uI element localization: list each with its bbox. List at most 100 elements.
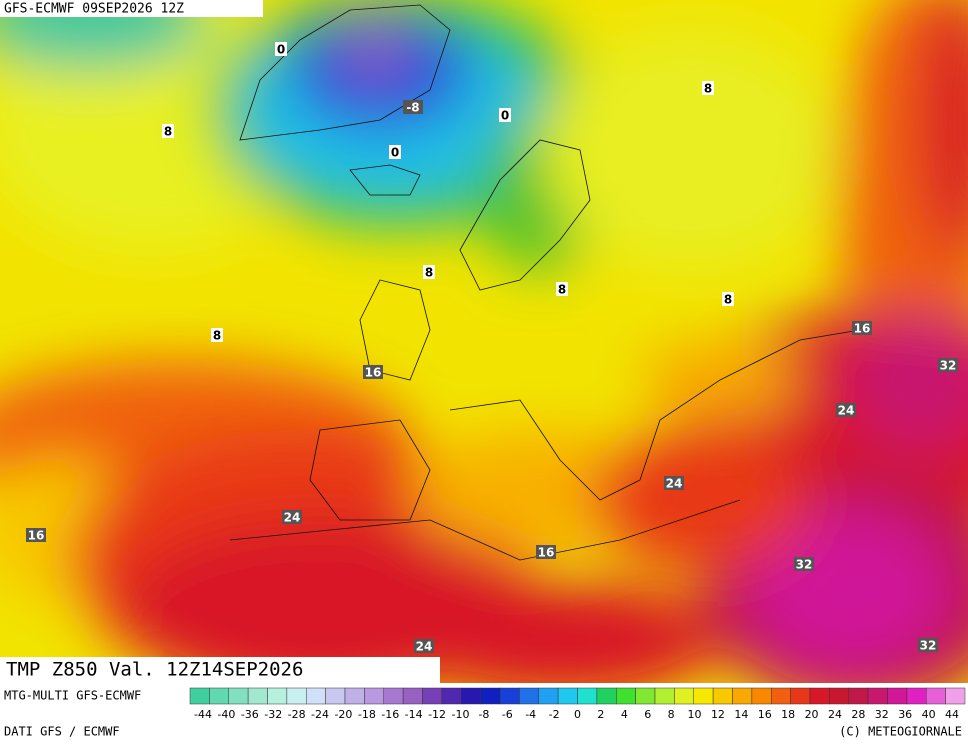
- header-box: [0, 0, 263, 17]
- legend-tick-label: 14: [734, 708, 748, 721]
- legend-tick-label: -6: [502, 708, 513, 721]
- contour-label-box: [363, 365, 383, 379]
- product-box: [0, 657, 440, 683]
- legend-swatch: [422, 687, 443, 705]
- legend-swatch: [674, 687, 694, 705]
- legend-swatch: [945, 687, 966, 705]
- legend-swatch: [441, 687, 462, 705]
- contour-label: 8: [704, 82, 712, 96]
- legend-tick-label: 16: [758, 708, 772, 721]
- footer-left: DATI GFS / ECMWF: [4, 725, 120, 739]
- legend-tick-label: -12: [428, 708, 446, 721]
- contour-label: 8: [558, 283, 566, 297]
- legend-tick-label: 2: [597, 708, 604, 721]
- contour-label: 0: [391, 146, 399, 160]
- contour-label: 16: [538, 546, 555, 560]
- legend-swatch: [809, 687, 830, 705]
- contour-label-box: [499, 108, 511, 122]
- legend-tick-label: 8: [668, 708, 675, 721]
- contour-label: 24: [666, 477, 683, 491]
- legend-tick-label: 4: [621, 708, 628, 721]
- legend-swatch: [848, 687, 869, 705]
- contour-label-box: [211, 328, 223, 342]
- legend-swatch: [267, 687, 288, 705]
- legend-tick-label: 0: [574, 708, 581, 721]
- product-label: TMP Z850 Val. 12Z14SEP2026: [6, 659, 303, 681]
- legend-swatch: [867, 687, 888, 705]
- legend-swatch: [771, 687, 791, 705]
- legend-swatch: [596, 687, 617, 705]
- legend-swatch: [732, 687, 753, 705]
- legend-swatch: [906, 687, 927, 705]
- legend-tick-label: -28: [288, 708, 306, 721]
- legend-swatch: [209, 687, 229, 705]
- legend-swatch: [383, 687, 404, 705]
- legend-swatch: [616, 687, 636, 705]
- legend-tick-label: -10: [451, 708, 469, 721]
- legend-swatch: [306, 687, 326, 705]
- legend-swatch: [538, 687, 559, 705]
- contour-label-box: [794, 557, 814, 571]
- contour-label-box: [282, 510, 302, 524]
- contour-label: 8: [213, 329, 221, 343]
- legend-swatch: [712, 687, 733, 705]
- contour-label-box: [852, 321, 872, 335]
- contour-label-box: [403, 100, 423, 114]
- contour-label: 8: [425, 266, 433, 280]
- contour-label-box: [836, 403, 856, 417]
- legend-swatch: [635, 687, 656, 705]
- legend-swatch: [189, 687, 210, 705]
- legend-tick-label: 10: [688, 708, 702, 721]
- contour-label: 16: [28, 529, 45, 543]
- legend-tick-label: 24: [828, 708, 842, 721]
- contour-label-box: [423, 265, 435, 279]
- legend-tick-label: 28: [851, 708, 865, 721]
- contour-label-box: [414, 639, 434, 653]
- legend-tick-label: -16: [381, 708, 399, 721]
- legend-swatch: [557, 687, 578, 705]
- legend-tick-label: 18: [781, 708, 795, 721]
- legend-tick-label: 12: [711, 708, 725, 721]
- contour-label: 24: [284, 511, 301, 525]
- legend-tick-label: 32: [875, 708, 889, 721]
- legend-tick-label: 40: [922, 708, 936, 721]
- legend-tick-label: 36: [898, 708, 912, 721]
- contour-label-box: [938, 358, 958, 372]
- temperature-field: [0, 0, 968, 683]
- contour-label: 32: [940, 359, 957, 373]
- legend-swatch: [693, 687, 714, 705]
- legend-swatch: [654, 687, 675, 705]
- footer-right: (C) METEOGIORNALE: [839, 725, 962, 739]
- contour-label: 8: [164, 125, 172, 139]
- header: GFS-ECMWF 09SEP2026 12Z: [4, 2, 184, 17]
- legend-tick-label: -4: [525, 708, 536, 721]
- legend-swatch: [402, 687, 423, 705]
- contour-label: 32: [920, 639, 937, 653]
- contour-label: 24: [838, 404, 855, 418]
- contour-label-box: [162, 124, 174, 138]
- legend-swatch: [247, 687, 268, 705]
- legend-tick-label: -36: [241, 708, 259, 721]
- coastlines: [229, 4, 861, 561]
- legend-tick-label: 20: [805, 708, 819, 721]
- legend-swatch: [344, 687, 365, 705]
- legend-tick-label: -24: [311, 708, 329, 721]
- contour-label-box: [556, 282, 568, 296]
- legend-swatch: [499, 687, 520, 705]
- contour-label-box: [536, 545, 556, 559]
- contour-label: 16: [365, 366, 382, 380]
- legend-swatch: [790, 687, 811, 705]
- contour-label: 8: [724, 293, 732, 307]
- legend-title: MTG-MULTI GFS-ECMWF: [4, 689, 141, 703]
- contour-label: -8: [406, 101, 419, 115]
- contour-label: 0: [277, 43, 285, 57]
- legend-swatch: [519, 687, 539, 705]
- contour-label-box: [664, 476, 684, 490]
- legend-swatch: [228, 687, 249, 705]
- legend-swatch: [480, 687, 501, 705]
- legend-swatch: [364, 687, 384, 705]
- contour-label-box: [26, 528, 46, 542]
- legend-tick-label: 6: [644, 708, 651, 721]
- legend-tick-label: -2: [549, 708, 560, 721]
